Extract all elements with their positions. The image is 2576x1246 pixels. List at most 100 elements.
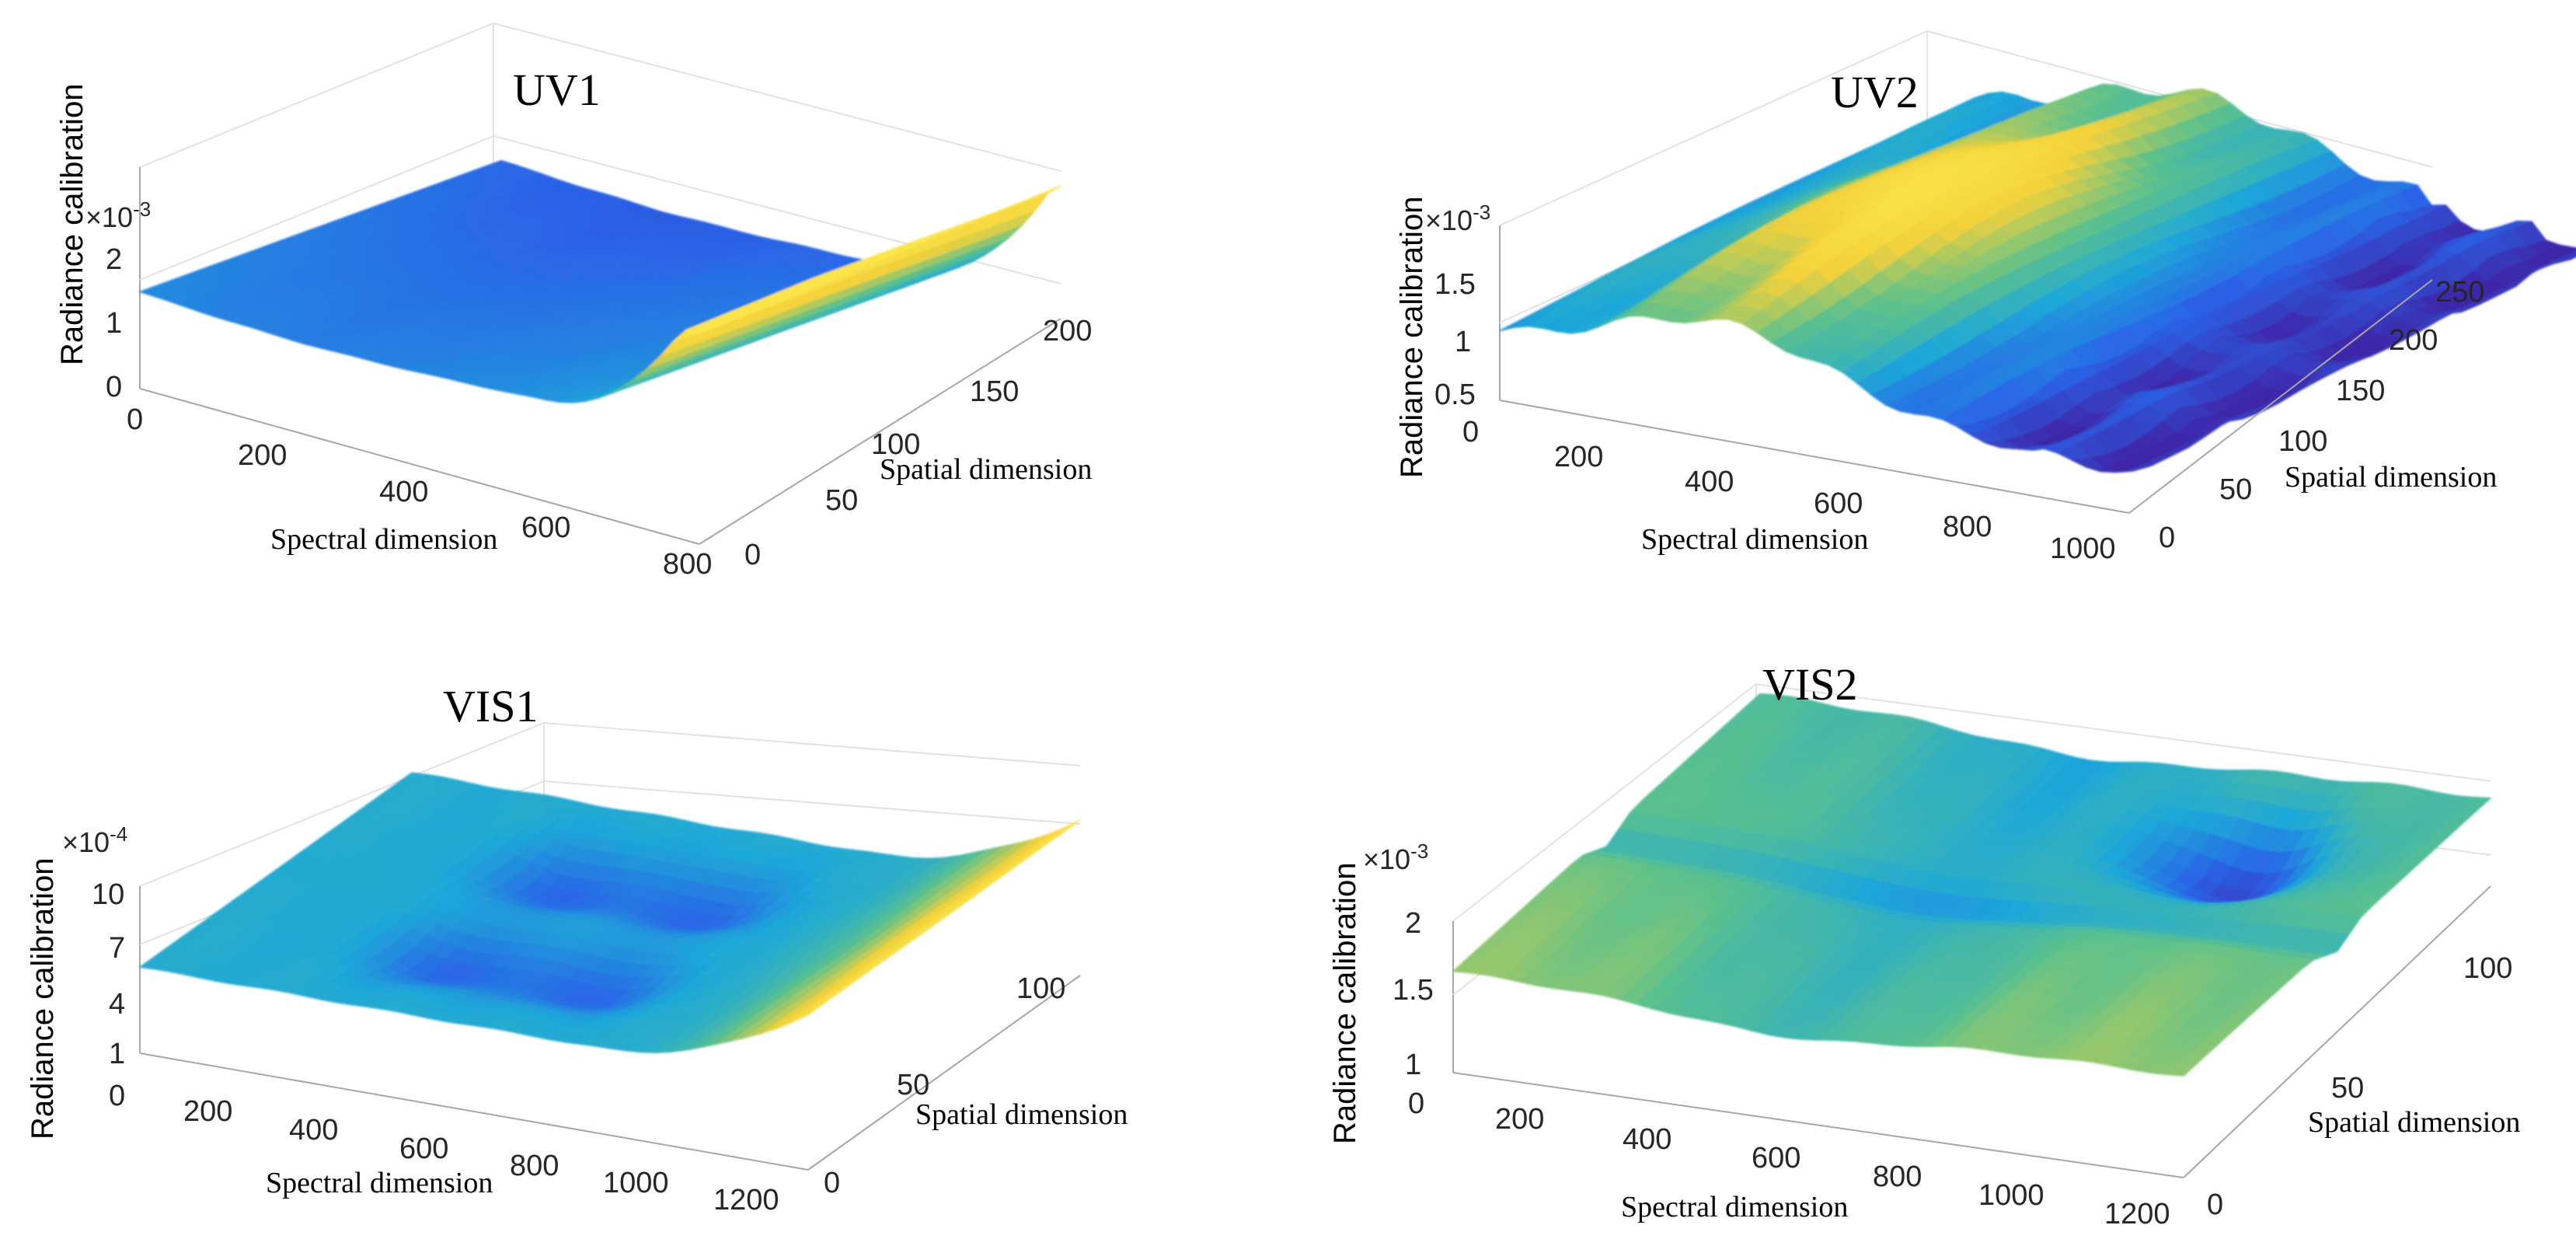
panel-uv2-surface [1499,83,2576,473]
panel-vis2-title: VIS2 [1762,659,1857,710]
panel-vis2: VIS2 Radiance calibration ×10-3 Spectral… [1328,659,2520,1230]
panel-uv2-xtick: 800 [1943,511,1992,543]
panel-vis1-ztick: 7 [109,932,125,965]
panel-uv1-ylabel: Spatial dimension [880,453,1092,486]
panel-vis2-zlabel: Radiance calibration [1328,863,1362,1144]
panel-uv1-exponent-base: ×10 [85,201,133,233]
panel-vis2-ytick: 50 [2331,1072,2364,1105]
panel-vis1-ztick: 4 [109,988,125,1021]
panel-vis1-ylabel: Spatial dimension [915,1098,1128,1131]
panel-vis1-xtick: 1200 [713,1184,779,1216]
panel-vis2-exponent-power: -3 [1410,839,1428,863]
panel-vis2-exponent: ×10-3 [1363,839,1428,875]
panel-vis2-xtick: 600 [1752,1142,1800,1174]
panel-uv2-ylabel: Spatial dimension [2285,461,2497,494]
panel-vis1-exponent-power: -4 [110,822,127,846]
panel-uv2-exponent: ×10-3 [1425,201,1490,236]
panel-vis2-ytick: 100 [2463,952,2512,985]
panel-uv1-zticks: 0 1 2 [106,243,122,403]
panel-uv2-zticks: 0.5 1 1.5 [1434,268,1476,411]
panel-vis2-ylabel: Spatial dimension [2308,1106,2520,1139]
panel-uv1-xtick: 400 [379,476,428,508]
panel-uv2-ytick: 250 [2435,276,2484,309]
panel-vis1-zticks: 1 4 7 10 [92,878,125,1070]
panel-vis2-exponent-base: ×10 [1363,843,1410,875]
panel-uv2-ytick: 100 [2278,425,2327,458]
panel-uv1-xtick: 200 [238,439,287,472]
panel-uv1-ytick: 0 [744,539,761,571]
panel-uv1-xtick: 600 [521,511,570,544]
panel-uv2-ztick: 1.5 [1434,268,1476,301]
panel-vis2-surface [1452,693,2492,1077]
panel-vis1-title: VIS1 [443,681,538,731]
panel-vis1-xlabel: Spectral dimension [266,1167,493,1199]
panel-uv2-zlabel: Radiance calibration [1395,197,1429,478]
panel-uv2-ytick: 50 [2219,473,2252,506]
panel-vis1-xtick: 0 [109,1080,125,1112]
panel-vis1-exponent: ×10-4 [62,822,127,858]
panel-uv1: UV1 Radiance calibration ×10-3 Spectral … [55,22,1092,581]
panel-uv2-xtick: 600 [1814,487,1863,520]
panel-uv2: UV2 Radiance calibration ×10-3 Spectral … [1395,30,2576,565]
panel-vis2-zticks: 1 1.5 2 [1393,907,1434,1081]
panel-uv2-xtick: 400 [1685,466,1734,498]
panel-vis1-xtick: 200 [183,1095,232,1128]
panel-vis1-surface [138,772,1081,1053]
panel-vis1-ytick: 50 [897,1069,929,1101]
panel-uv2-ytick: 0 [2159,522,2175,554]
panel-uv2-exponent-power: -3 [1473,201,1490,224]
panel-uv2-xtick: 200 [1554,441,1603,473]
panel-uv1-ztick: 0 [106,371,122,403]
panel-vis1-xtick: 600 [399,1133,448,1165]
panel-uv2-exponent-base: ×10 [1425,204,1473,236]
panel-uv1-xtick: 800 [663,548,712,581]
panel-vis2-ytick: 0 [2207,1188,2223,1221]
panel-vis1-ytick: 0 [824,1167,840,1199]
panel-uv2-xtick: 1000 [2050,532,2116,565]
panel-uv1-grid [139,22,1061,389]
panel-uv1-xtick: 0 [127,403,143,436]
panel-uv1-axes [139,318,1061,545]
panel-uv1-zlabel: Radiance calibration [55,84,89,365]
panel-uv2-ztick: 0.5 [1434,379,1476,411]
panel-uv2-ztick: 1 [1455,326,1471,358]
panel-uv2-xlabel: Spectral dimension [1641,523,1868,556]
panel-uv1-title: UV1 [513,65,601,115]
panel-vis2-ztick: 2 [1405,907,1421,940]
panel-uv1-ytick: 100 [871,428,920,461]
panel-uv1-xlabel: Spectral dimension [270,523,497,556]
panel-vis1-exponent-base: ×10 [62,826,110,858]
panel-vis2-ztick: 1 [1405,1049,1421,1081]
panel-vis2-xtick: 0 [1408,1087,1424,1120]
panel-uv2-title: UV2 [1831,67,1919,117]
panel-uv1-ztick: 2 [106,243,122,276]
panel-vis1-yticks: 0 50 100 [824,972,1065,1199]
panel-uv1-ztick: 1 [106,307,122,340]
panel-vis1-ztick: 1 [109,1038,125,1070]
panel-vis1-zlabel: Radiance calibration [26,858,60,1140]
panel-vis1: VIS1 Radiance calibration ×10-4 Spectral… [26,681,1128,1216]
panel-vis2-xtick: 1000 [1978,1179,2044,1212]
panel-uv1-ytick: 150 [970,375,1019,408]
panel-vis2-xtick: 1200 [2104,1198,2170,1230]
panel-vis2-xtick: 400 [1623,1123,1671,1156]
panel-vis2-xlabel: Spectral dimension [1621,1191,1848,1223]
panel-uv2-ytick: 150 [2336,375,2385,407]
panel-uv1-exponent: ×10-3 [85,197,151,233]
panel-uv1-ytick: 200 [1043,315,1092,347]
panel-uv1-surface [138,159,1061,403]
panel-uv2-xtick: 0 [1462,416,1479,448]
panel-vis1-ztick: 10 [92,878,124,911]
panel-vis2-xtick: 800 [1873,1160,1922,1193]
panel-vis2-ztick: 1.5 [1393,974,1434,1007]
panel-vis2-xtick: 200 [1495,1103,1544,1136]
panel-vis1-xtick: 1000 [603,1167,669,1199]
panel-uv1-yticks: 0 50 100 150 200 [744,315,1092,571]
panel-vis1-xtick: 400 [289,1114,338,1147]
panel-uv1-ytick: 50 [825,484,858,517]
panel-uv1-exponent-power: -3 [133,197,151,221]
panel-uv2-ytick: 200 [2389,324,2438,357]
panel-vis1-ytick: 100 [1016,972,1065,1005]
panel-vis1-xtick: 800 [510,1150,559,1182]
